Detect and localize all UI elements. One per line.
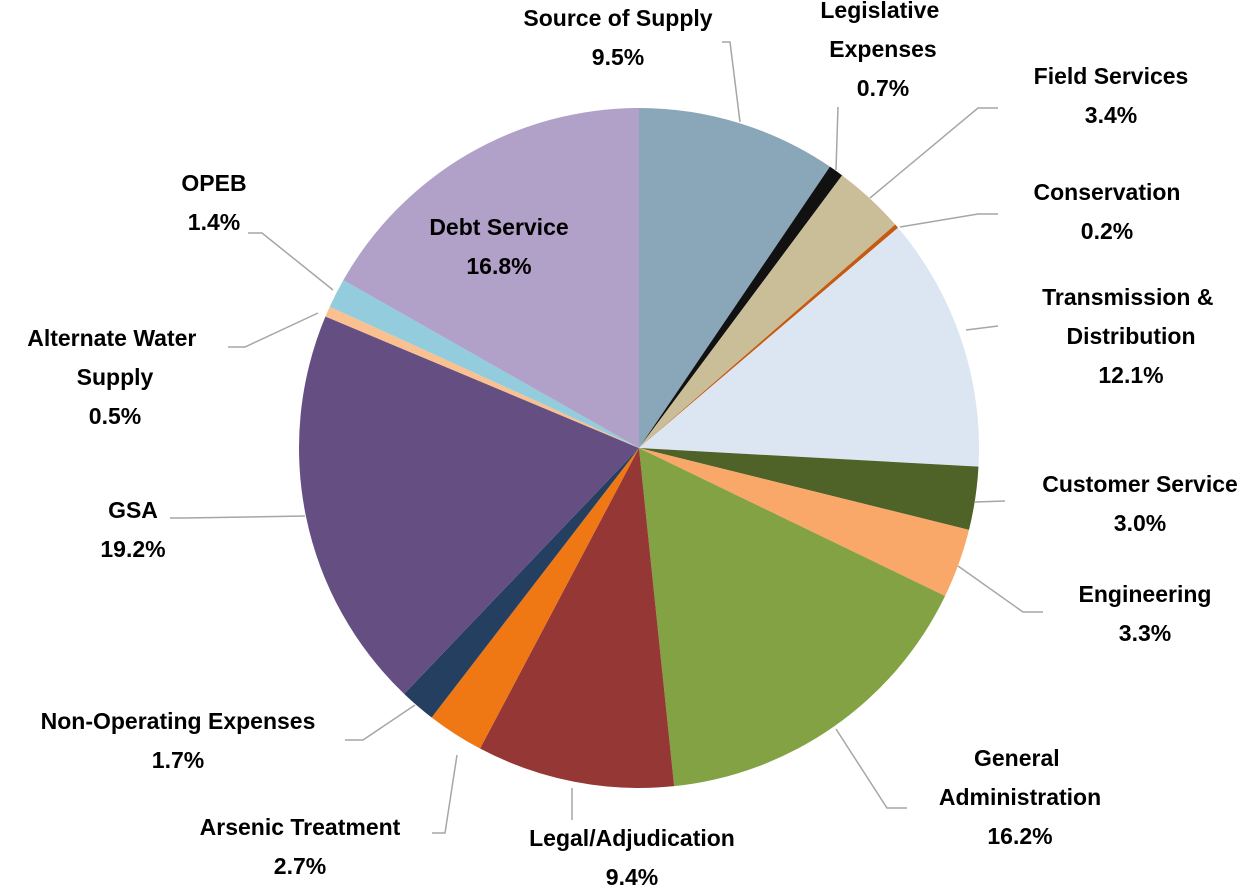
wedge (639, 448, 979, 530)
category-label: GSA (108, 497, 158, 523)
category-label: Legal/Adjudication (529, 825, 735, 851)
category-label: General Administration (939, 745, 1101, 810)
leader-line (965, 325, 999, 331)
value-label: 1.7% (152, 747, 204, 773)
label-line: Distribution (1066, 323, 1195, 349)
value-label: 3.3% (1119, 620, 1171, 646)
label-line: Customer Service (1042, 471, 1238, 497)
wedge (639, 227, 979, 467)
category-label: Alternate Water Supply (27, 325, 203, 390)
wedge (325, 306, 639, 448)
leader-line (835, 728, 907, 809)
label-line: Legislative (820, 0, 945, 23)
leader-line (248, 232, 334, 291)
label-line: Expenses (829, 36, 936, 62)
wedge (639, 224, 899, 448)
wedge (639, 175, 896, 448)
leader-line (228, 312, 319, 348)
wedge (404, 448, 639, 718)
label-line: GSA (108, 497, 158, 523)
value-label: 9.5% (592, 44, 644, 70)
category-label: Field Services (1034, 63, 1189, 89)
value-label: 2.7% (274, 853, 326, 879)
label-line: Supply (77, 364, 154, 390)
wedge (639, 448, 946, 787)
label-line: Engineering (1079, 581, 1212, 607)
label-line: Conservation (1034, 179, 1181, 205)
leader-line (957, 565, 1043, 613)
leader-line (432, 754, 458, 834)
wedges (299, 108, 979, 788)
label-line: Alternate Water (27, 325, 203, 351)
value-label: 12.1% (1098, 362, 1163, 388)
label-line: Administration (939, 784, 1101, 810)
wedge (480, 448, 675, 788)
wedge (343, 108, 639, 448)
category-label: Arsenic Treatment (200, 814, 401, 840)
leader-line (722, 41, 741, 123)
category-label: Customer Service (1042, 471, 1238, 497)
wedge (299, 316, 639, 694)
label-line: Field Services (1034, 63, 1189, 89)
value-label: 9.4% (606, 864, 658, 890)
label-line: Non-Operating Expenses (41, 708, 316, 734)
label-line: Legal/Adjudication (529, 825, 735, 851)
value-label: 3.0% (1114, 510, 1166, 536)
leader-line (170, 515, 306, 519)
value-label: 0.5% (89, 403, 141, 429)
value-label: 19.2% (100, 536, 165, 562)
wedge (329, 280, 639, 448)
label-line: OPEB (181, 170, 246, 196)
value-label: 0.2% (1081, 218, 1133, 244)
wedge (431, 448, 639, 749)
value-label: 0.7% (857, 75, 909, 101)
label-line: Debt Service (429, 214, 568, 240)
leader-line (974, 500, 1006, 503)
label-line: General (974, 745, 1066, 771)
value-label: 1.4% (188, 209, 240, 235)
label-line: Transmission & (1042, 284, 1220, 310)
label-line: Source of Supply (523, 5, 712, 31)
leader-line (869, 107, 998, 199)
wedge (639, 166, 843, 448)
category-label: Engineering (1079, 581, 1212, 607)
category-label: Non-Operating Expenses (41, 708, 316, 734)
value-label: 16.8% (466, 253, 531, 279)
wedge (639, 108, 830, 448)
value-label: 3.4% (1085, 102, 1137, 128)
value-label: 16.2% (987, 823, 1052, 849)
leader-line (345, 704, 416, 741)
leader-line (835, 106, 839, 171)
category-label: Conservation (1034, 179, 1181, 205)
label-line: Arsenic Treatment (200, 814, 401, 840)
category-label: Debt Service (429, 214, 568, 240)
category-label: OPEB (181, 170, 246, 196)
category-label: Source of Supply (523, 5, 712, 31)
category-label: Legislative Expenses (820, 0, 945, 62)
leader-line (899, 213, 998, 228)
wedge (639, 448, 969, 597)
category-label: Transmission & Distribution (1042, 284, 1220, 349)
